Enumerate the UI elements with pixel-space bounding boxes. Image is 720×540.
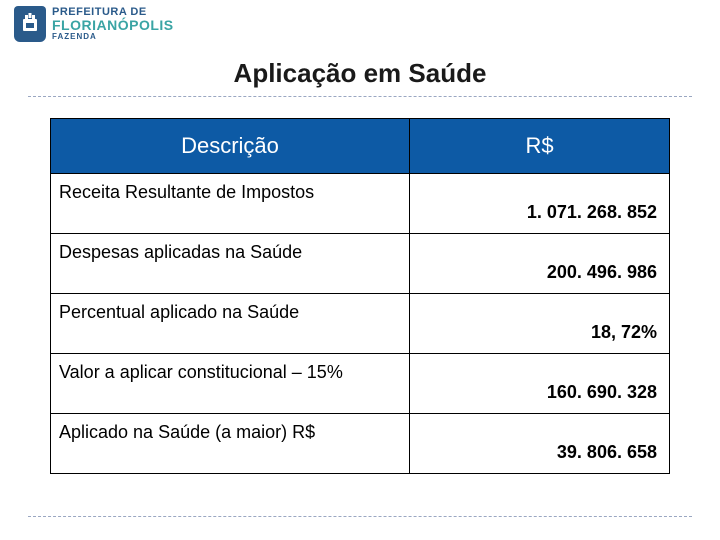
- logo: PREFEITURA DE FLORIANÓPOLIS FAZENDA: [14, 6, 174, 42]
- col-header-value: R$: [410, 119, 670, 174]
- cell-description: Receita Resultante de Impostos: [51, 174, 410, 234]
- logo-line3: FAZENDA: [52, 33, 174, 41]
- table-row: Valor a aplicar constitucional – 15% 160…: [51, 354, 670, 414]
- cell-description: Aplicado na Saúde (a maior) R$: [51, 414, 410, 474]
- cell-description: Percentual aplicado na Saúde: [51, 294, 410, 354]
- cell-value: 160. 690. 328: [410, 354, 670, 414]
- cell-description: Despesas aplicadas na Saúde: [51, 234, 410, 294]
- cell-value: 200. 496. 986: [410, 234, 670, 294]
- page-title: Aplicação em Saúde: [0, 58, 720, 89]
- cell-description: Valor a aplicar constitucional – 15%: [51, 354, 410, 414]
- table-header-row: Descrição R$: [51, 119, 670, 174]
- health-application-table: Descrição R$ Receita Resultante de Impos…: [50, 118, 670, 474]
- divider-bottom: [28, 516, 692, 517]
- cell-value: 39. 806. 658: [410, 414, 670, 474]
- divider-top: [28, 96, 692, 97]
- col-header-description: Descrição: [51, 119, 410, 174]
- table-row: Percentual aplicado na Saúde 18, 72%: [51, 294, 670, 354]
- logo-text: PREFEITURA DE FLORIANÓPOLIS FAZENDA: [52, 7, 174, 41]
- cell-value: 1. 071. 268. 852: [410, 174, 670, 234]
- table-row: Aplicado na Saúde (a maior) R$ 39. 806. …: [51, 414, 670, 474]
- cell-value: 18, 72%: [410, 294, 670, 354]
- table-row: Despesas aplicadas na Saúde 200. 496. 98…: [51, 234, 670, 294]
- logo-line2: FLORIANÓPOLIS: [52, 18, 174, 32]
- shield-icon: [14, 6, 46, 42]
- table-row: Receita Resultante de Impostos 1. 071. 2…: [51, 174, 670, 234]
